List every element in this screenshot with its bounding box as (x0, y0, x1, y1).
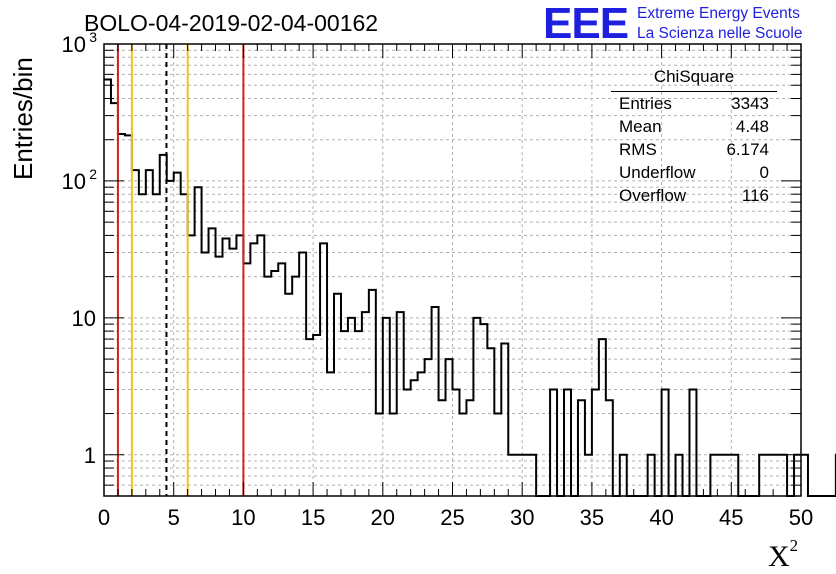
eee-logo: EEE (543, 0, 629, 48)
stats-key: Overflow (619, 186, 687, 205)
x-tick-label: 5 (168, 505, 180, 530)
x-tick-label: 40 (649, 505, 673, 530)
x-tick-label: 0 (98, 505, 110, 530)
x-tick-label: 30 (510, 505, 534, 530)
stats-value: 116 (741, 186, 769, 205)
y-tick-label: 10 (72, 306, 96, 331)
y-tick-label: 1 (84, 443, 96, 468)
x-tick-label: 50 (789, 505, 813, 530)
plot-title: BOLO-04-2019-02-04-00162 (84, 10, 379, 36)
stats-value: 4.48 (735, 117, 769, 136)
stats-box: ChiSquare Entries 3343 Mean 4.48 RMS 6.1… (611, 66, 777, 207)
x-axis-label-superscript: 2 (789, 536, 799, 555)
logo-line-1: Extreme Energy Events (637, 5, 800, 22)
x-tick-label: 15 (301, 505, 325, 530)
stats-key: RMS (619, 140, 657, 159)
stats-key: Entries (619, 94, 672, 113)
x-tick-label: 10 (231, 505, 255, 530)
stats-key: Mean (619, 117, 662, 136)
stats-row-mean: Mean 4.48 (611, 115, 777, 138)
y-tick-label: 10 (62, 169, 86, 194)
stats-row-rms: RMS 6.174 (611, 138, 777, 161)
x-tick-label: 25 (440, 505, 464, 530)
stats-key: Underflow (619, 163, 696, 182)
x-tick-label: 35 (580, 505, 604, 530)
y-axis-label: Entries/bin (8, 57, 38, 180)
x-axis-label-text: X (768, 540, 790, 573)
stats-value: 6.174 (726, 140, 769, 159)
stats-row-entries: Entries 3343 (611, 92, 777, 115)
stats-value: 3343 (731, 94, 769, 113)
y-tick-label-exponent: 2 (89, 166, 97, 182)
stats-value: 0 (759, 163, 769, 182)
stats-box-title: ChiSquare (611, 66, 777, 92)
logo-line-2: La Scienza nelle Scuole (637, 25, 803, 42)
x-tick-label: 20 (371, 505, 395, 530)
stats-row-underflow: Underflow 0 (611, 161, 777, 184)
y-tick-label: 10 (62, 32, 86, 57)
y-tick-label-exponent: 3 (89, 29, 97, 45)
x-axis-label: X2 (768, 536, 798, 574)
x-tick-label: 45 (719, 505, 743, 530)
stats-row-overflow: Overflow 116 (611, 184, 777, 207)
